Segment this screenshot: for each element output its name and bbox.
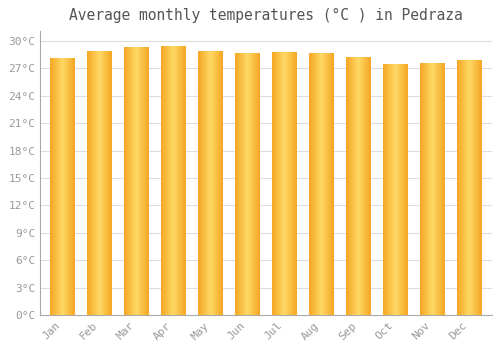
Bar — [346, 58, 370, 315]
Bar — [384, 64, 407, 315]
Bar — [236, 54, 260, 315]
Title: Average monthly temperatures (°C ) in Pedraza: Average monthly temperatures (°C ) in Pe… — [69, 8, 463, 23]
Bar — [198, 51, 222, 315]
Bar — [458, 61, 481, 315]
Bar — [162, 47, 186, 315]
Bar — [420, 63, 444, 315]
Bar — [272, 52, 296, 315]
Bar — [124, 48, 148, 315]
Bar — [50, 59, 74, 315]
Bar — [88, 51, 112, 315]
Bar — [310, 54, 334, 315]
